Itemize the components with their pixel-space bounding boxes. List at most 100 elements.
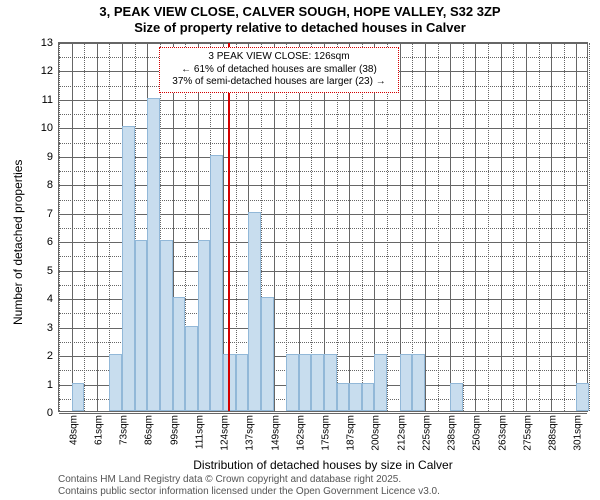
x-tick-label: 61sqm — [89, 411, 104, 445]
histogram-bar — [374, 354, 387, 411]
grid-line-vertical-minor — [539, 43, 540, 411]
grid-line-vertical-minor — [84, 43, 85, 411]
grid-line-horizontal-minor — [59, 228, 587, 229]
x-tick-label: 48sqm — [64, 411, 79, 445]
histogram-bar — [337, 383, 350, 411]
x-tick-label: 250sqm — [468, 411, 483, 451]
grid-line-horizontal-minor — [59, 143, 587, 144]
grid-line-horizontal-minor — [59, 200, 587, 201]
grid-line-horizontal — [59, 100, 587, 101]
histogram-bar — [412, 354, 425, 411]
x-tick-label: 175sqm — [317, 411, 332, 451]
grid-line-vertical — [450, 43, 451, 411]
histogram-bar — [349, 383, 362, 411]
x-tick-label: 137sqm — [241, 411, 256, 451]
y-tick-label: 2 — [47, 350, 59, 362]
attribution-footer: Contains HM Land Registry data © Crown c… — [58, 474, 440, 498]
histogram-bar — [160, 240, 173, 411]
grid-line-vertical-minor — [589, 43, 590, 411]
grid-line-vertical — [425, 43, 426, 411]
y-axis-label: Number of detached properties — [11, 160, 25, 325]
x-tick-label: 238sqm — [443, 411, 458, 451]
y-tick-label: 0 — [47, 407, 59, 419]
histogram-bar — [286, 354, 299, 411]
grid-line-vertical — [551, 43, 552, 411]
x-tick-label: 288sqm — [544, 411, 559, 451]
grid-line-vertical-minor — [513, 43, 514, 411]
chart-title-line1: 3, PEAK VIEW CLOSE, CALVER SOUGH, HOPE V… — [0, 0, 600, 20]
histogram-bar — [576, 383, 589, 411]
y-tick-label: 4 — [47, 293, 59, 305]
histogram-bar — [450, 383, 463, 411]
histogram-bar — [109, 354, 122, 411]
chart-title-line2: Size of property relative to detached ho… — [0, 20, 600, 36]
histogram-bar — [72, 383, 85, 411]
grid-line-vertical — [274, 43, 275, 411]
x-tick-label: 124sqm — [216, 411, 231, 451]
annotation-line: 37% of semi-detached houses are larger (… — [166, 76, 392, 89]
grid-line-vertical-minor — [488, 43, 489, 411]
x-tick-label: 263sqm — [493, 411, 508, 451]
grid-line-vertical — [501, 43, 502, 411]
y-tick-label: 10 — [41, 122, 59, 134]
x-tick-label: 86sqm — [140, 411, 155, 445]
histogram-bar — [210, 155, 223, 411]
annotation-box: 3 PEAK VIEW CLOSE: 126sqm← 61% of detach… — [159, 47, 399, 93]
grid-line-vertical-minor — [564, 43, 565, 411]
grid-line-vertical — [72, 43, 73, 411]
histogram-bar — [198, 240, 211, 411]
x-tick-label: 73sqm — [115, 411, 130, 445]
histogram-bar — [248, 212, 261, 411]
grid-line-vertical — [97, 43, 98, 411]
y-tick-label: 7 — [47, 208, 59, 220]
grid-line-vertical-minor — [438, 43, 439, 411]
x-tick-label: 200sqm — [367, 411, 382, 451]
histogram-bar — [236, 354, 249, 411]
x-axis-label: Distribution of detached houses by size … — [193, 458, 452, 472]
grid-line-vertical-minor — [59, 43, 60, 411]
grid-line-vertical-minor — [337, 43, 338, 411]
histogram-bar — [311, 354, 324, 411]
x-tick-label: 111sqm — [190, 411, 205, 449]
y-tick-label: 1 — [47, 379, 59, 391]
y-tick-label: 3 — [47, 322, 59, 334]
grid-line-vertical-minor — [387, 43, 388, 411]
histogram-bar — [261, 297, 274, 411]
x-tick-label: 301sqm — [569, 411, 584, 451]
annotation-line: 3 PEAK VIEW CLOSE: 126sqm — [166, 51, 392, 64]
histogram-bar — [299, 354, 312, 411]
chart-container: 3, PEAK VIEW CLOSE, CALVER SOUGH, HOPE V… — [0, 0, 600, 500]
x-tick-label: 187sqm — [342, 411, 357, 451]
histogram-bar — [173, 297, 186, 411]
histogram-bar — [400, 354, 413, 411]
grid-line-horizontal-minor — [59, 114, 587, 115]
grid-line-horizontal — [59, 43, 587, 44]
grid-line-vertical — [475, 43, 476, 411]
grid-line-vertical — [349, 43, 350, 411]
x-tick-label: 212sqm — [392, 411, 407, 451]
y-tick-label: 8 — [47, 179, 59, 191]
grid-line-horizontal — [59, 157, 587, 158]
y-tick-label: 11 — [42, 94, 59, 106]
grid-line-horizontal-minor — [59, 171, 587, 172]
y-tick-label: 13 — [41, 37, 59, 49]
grid-line-vertical — [526, 43, 527, 411]
x-tick-label: 225sqm — [417, 411, 432, 451]
x-tick-label: 149sqm — [266, 411, 281, 451]
y-tick-label: 6 — [47, 236, 59, 248]
x-tick-label: 99sqm — [165, 411, 180, 445]
grid-line-vertical-minor — [463, 43, 464, 411]
histogram-bar — [147, 98, 160, 411]
histogram-bar — [135, 240, 148, 411]
annotation-line: ← 61% of detached houses are smaller (38… — [166, 64, 392, 77]
grid-line-vertical-minor — [362, 43, 363, 411]
histogram-bar — [324, 354, 337, 411]
histogram-bar — [362, 383, 375, 411]
footer-line1: Contains HM Land Registry data © Crown c… — [58, 474, 440, 486]
x-tick-label: 162sqm — [291, 411, 306, 451]
histogram-bar — [122, 126, 135, 411]
y-tick-label: 12 — [41, 65, 59, 77]
y-tick-label: 9 — [47, 151, 59, 163]
y-tick-label: 5 — [47, 265, 59, 277]
grid-line-horizontal — [59, 214, 587, 215]
